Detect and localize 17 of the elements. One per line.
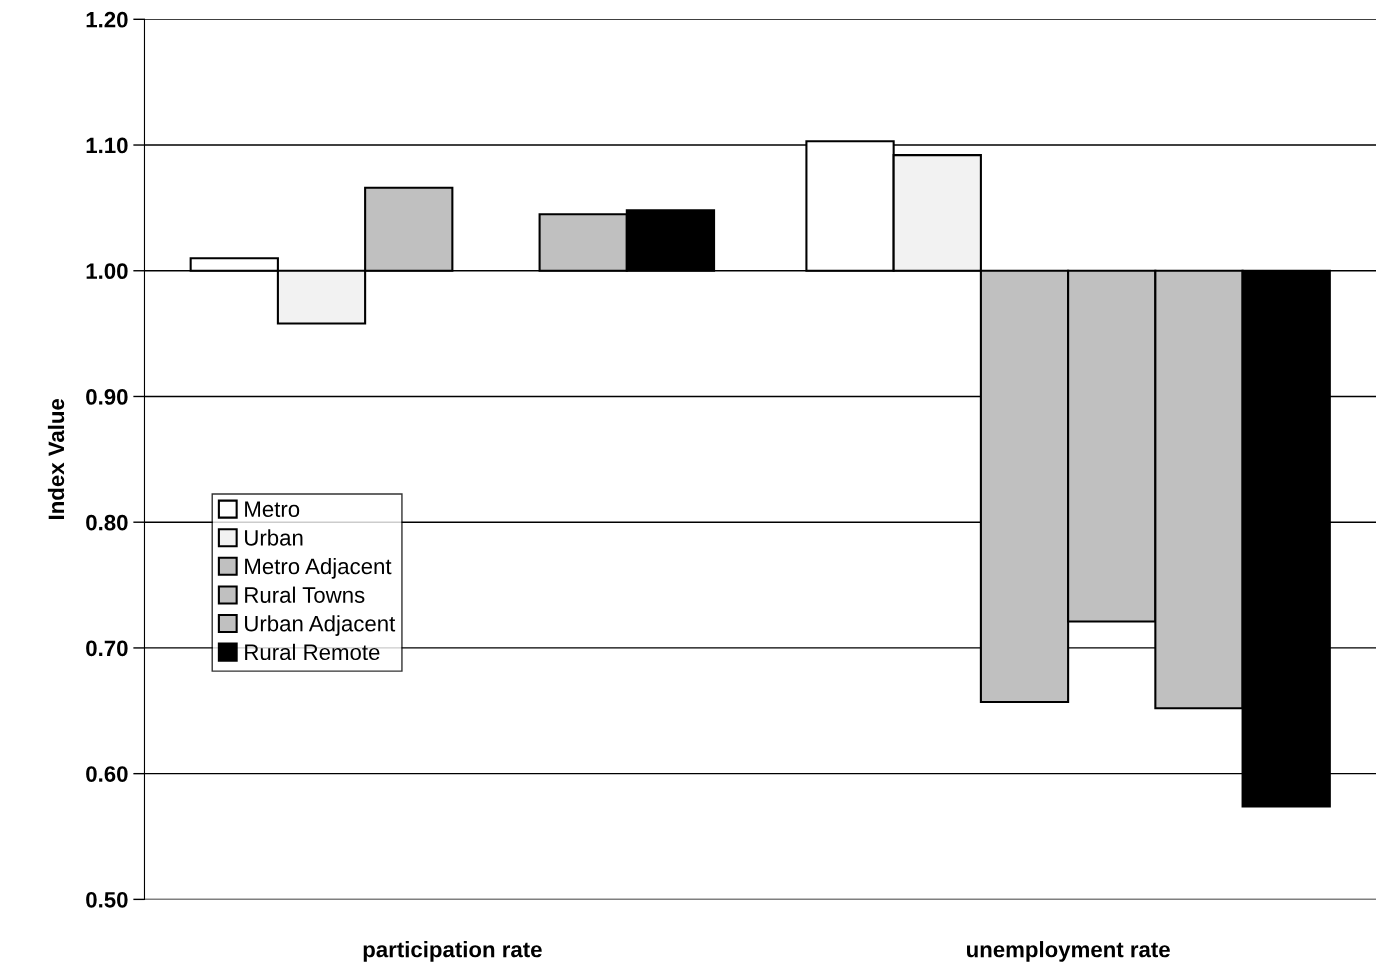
x-tick-label: participation rate (363, 941, 542, 962)
legend-label: Urban (245, 529, 303, 546)
y-tick-label: 0.70 (86, 640, 128, 657)
legend-label: Rural Remote (245, 643, 380, 661)
legend-label: Rural Towns (245, 586, 365, 603)
y-tick-label: 1.00 (86, 263, 128, 280)
x-tick-label: unemployment rate (967, 941, 1170, 962)
y-axis-title: Index Value (47, 398, 65, 519)
y-tick-label: 1.10 (86, 137, 128, 154)
y-tick-label: 1.20 (86, 11, 128, 28)
y-tick-label: 0.60 (86, 766, 128, 782)
y-tick-label: 0.50 (86, 891, 128, 908)
legend-label: Metro Adjacent (245, 557, 392, 579)
y-tick-label: 0.80 (86, 514, 128, 531)
legend-label: Metro (245, 501, 300, 518)
y-tick-label: 0.90 (86, 389, 128, 405)
legend-label: Urban Adjacent (245, 615, 396, 636)
